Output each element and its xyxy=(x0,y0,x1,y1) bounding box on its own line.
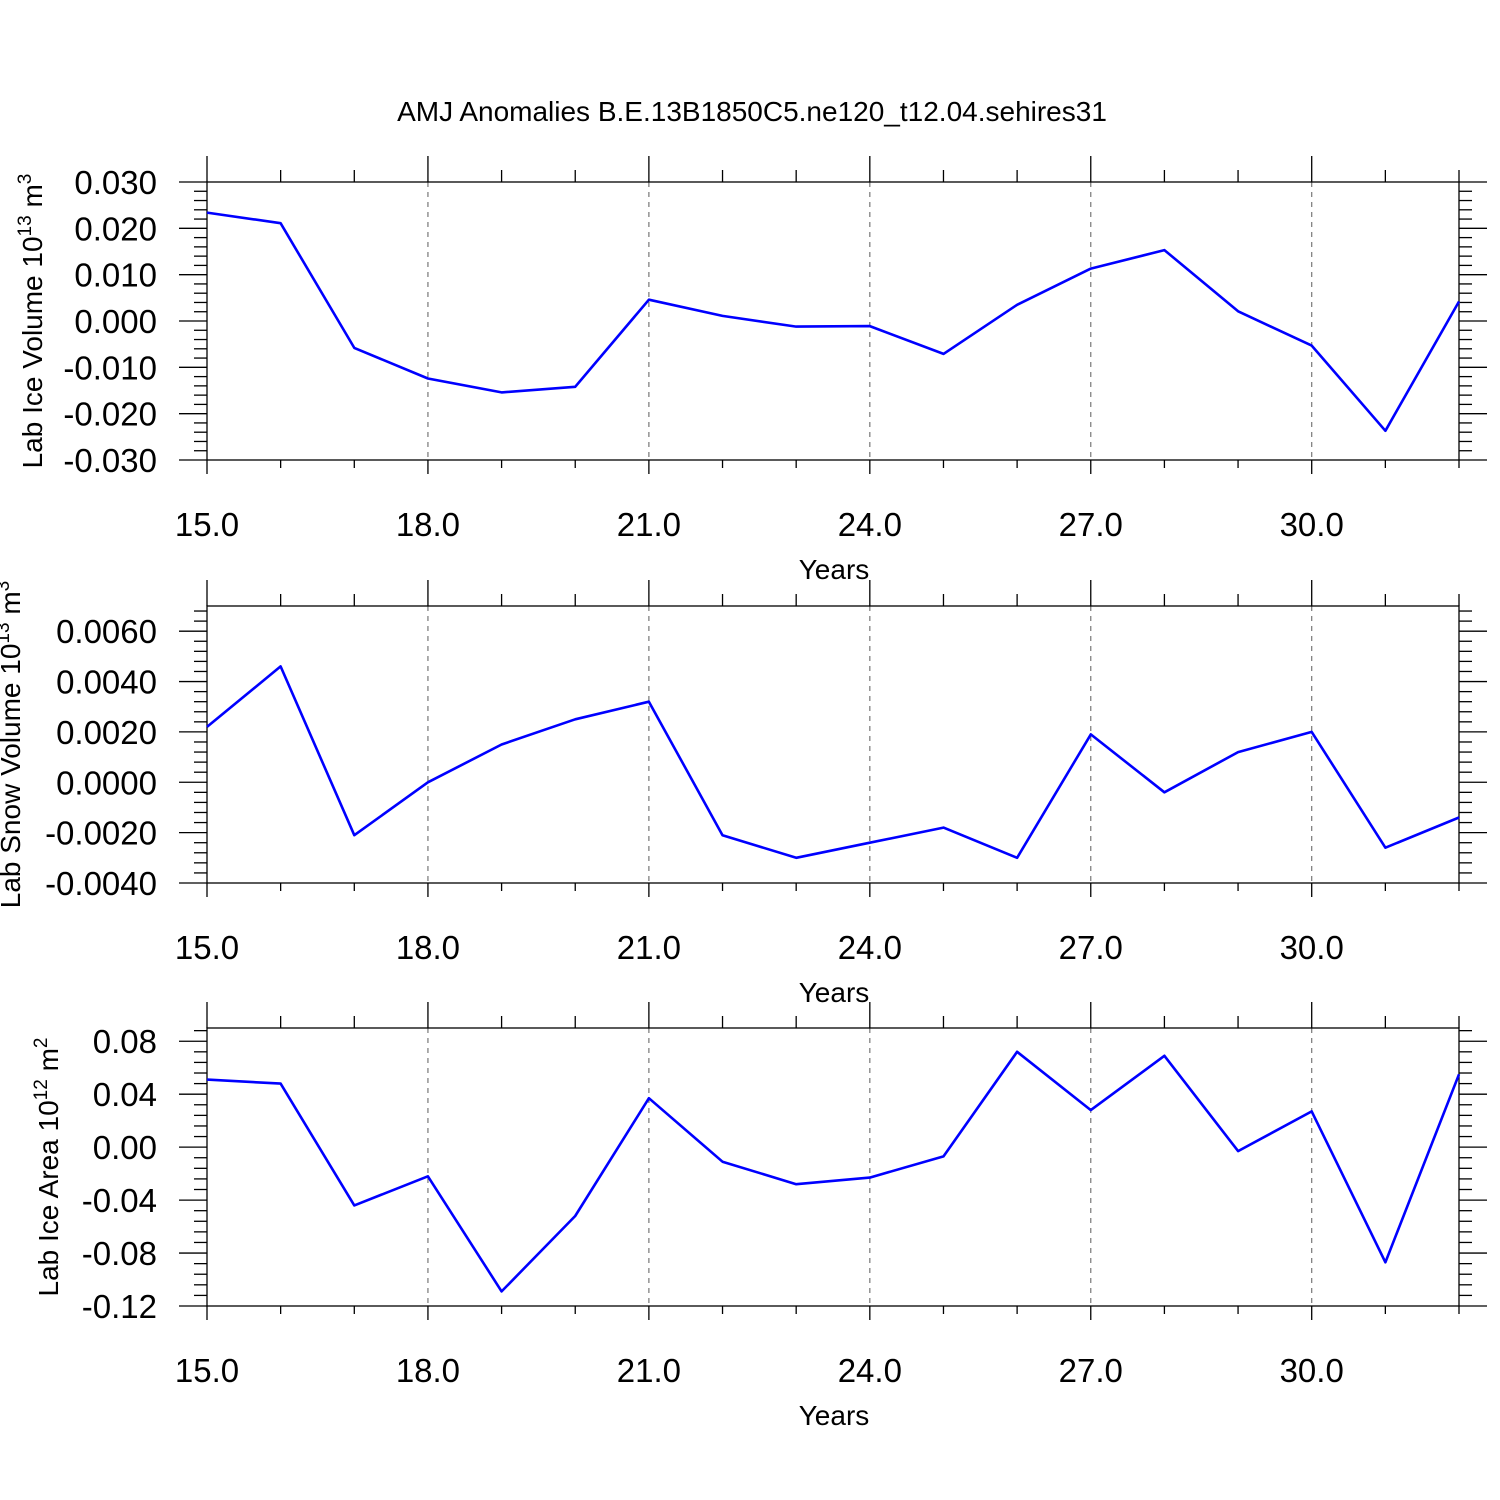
y-tick-label: -0.0040 xyxy=(45,865,157,902)
x-tick-label: 18.0 xyxy=(396,929,460,966)
y-axis-title: Lab Ice Area 1012 m2 xyxy=(31,1038,64,1297)
x-tick-label: 15.0 xyxy=(175,506,239,543)
y-tick-label: 0.04 xyxy=(93,1076,157,1113)
y-tick-label: -0.08 xyxy=(82,1235,157,1272)
panels-group: 15.0 18.0 21.0 24.0 27.0 30.0 -0.030 -0.020 -0.0… xyxy=(0,156,1487,1431)
series-line xyxy=(206,211,1461,433)
y-tick-label: 0.020 xyxy=(74,210,157,247)
x-tick-label: 30.0 xyxy=(1280,506,1344,543)
x-axis-title: Years xyxy=(799,554,870,585)
x-tick-label: 15.0 xyxy=(175,929,239,966)
x-tick-label: 27.0 xyxy=(1059,929,1123,966)
y-tick-label: 0.0000 xyxy=(56,764,157,801)
y-tick-label: -0.0020 xyxy=(45,815,157,852)
x-axis-title: Years xyxy=(799,977,870,1008)
x-tick-label: 30.0 xyxy=(1280,1352,1344,1389)
y-tick-label: 0.000 xyxy=(74,303,157,340)
panel-2: 15.0 18.0 21.0 24.0 27.0 30.0 -0.0040 -0.0020 0.… xyxy=(0,580,1487,1008)
y-tick-label: 0.0020 xyxy=(56,714,157,751)
series-line xyxy=(206,665,1460,860)
x-tick-label: 24.0 xyxy=(838,1352,902,1389)
x-tick-label: 21.0 xyxy=(617,929,681,966)
x-tick-label: 18.0 xyxy=(396,506,460,543)
plot-frame xyxy=(206,181,1460,461)
x-tick-label: 27.0 xyxy=(1059,506,1123,543)
y-tick-label: 0.010 xyxy=(74,257,157,294)
x-tick-label: 30.0 xyxy=(1280,929,1344,966)
y-axis-title: Lab Ice Volume 1013 m3 xyxy=(15,174,48,469)
y-tick-label: 0.030 xyxy=(74,164,157,201)
x-tick-label: 27.0 xyxy=(1059,1352,1123,1389)
y-axis-title: Lab Snow Volume 1013 m3 xyxy=(0,581,26,908)
y-tick-label: -0.04 xyxy=(82,1182,157,1219)
y-tick-label: 0.0040 xyxy=(56,664,157,701)
figure-title: AMJ Anomalies B.E.13B1850C5.ne120_t12.04… xyxy=(397,96,1107,127)
plot-frame xyxy=(206,605,1460,884)
series-line xyxy=(206,1050,1461,1293)
y-tick-label: -0.010 xyxy=(63,349,157,386)
panel-3: 15.0 18.0 21.0 24.0 27.0 30.0 -0.12 -0.08 -0.04 0… xyxy=(31,1002,1487,1431)
x-axis-title: Years xyxy=(799,1400,870,1431)
y-tick-label: -0.020 xyxy=(63,396,157,433)
x-tick-label: 18.0 xyxy=(396,1352,460,1389)
y-tick-label: -0.030 xyxy=(63,442,157,479)
x-tick-label: 21.0 xyxy=(617,1352,681,1389)
y-tick-label: 0.08 xyxy=(93,1023,157,1060)
y-tick-label: 0.0060 xyxy=(56,613,157,650)
plot-frame xyxy=(206,1027,1460,1307)
y-tick-label: -0.12 xyxy=(82,1288,157,1325)
x-tick-label: 15.0 xyxy=(175,1352,239,1389)
x-tick-label: 24.0 xyxy=(838,929,902,966)
y-tick-label: 0.00 xyxy=(93,1129,157,1166)
x-tick-label: 21.0 xyxy=(617,506,681,543)
panel-1: 15.0 18.0 21.0 24.0 27.0 30.0 -0.030 -0.020 -0.0… xyxy=(15,156,1487,585)
x-tick-label: 24.0 xyxy=(838,506,902,543)
